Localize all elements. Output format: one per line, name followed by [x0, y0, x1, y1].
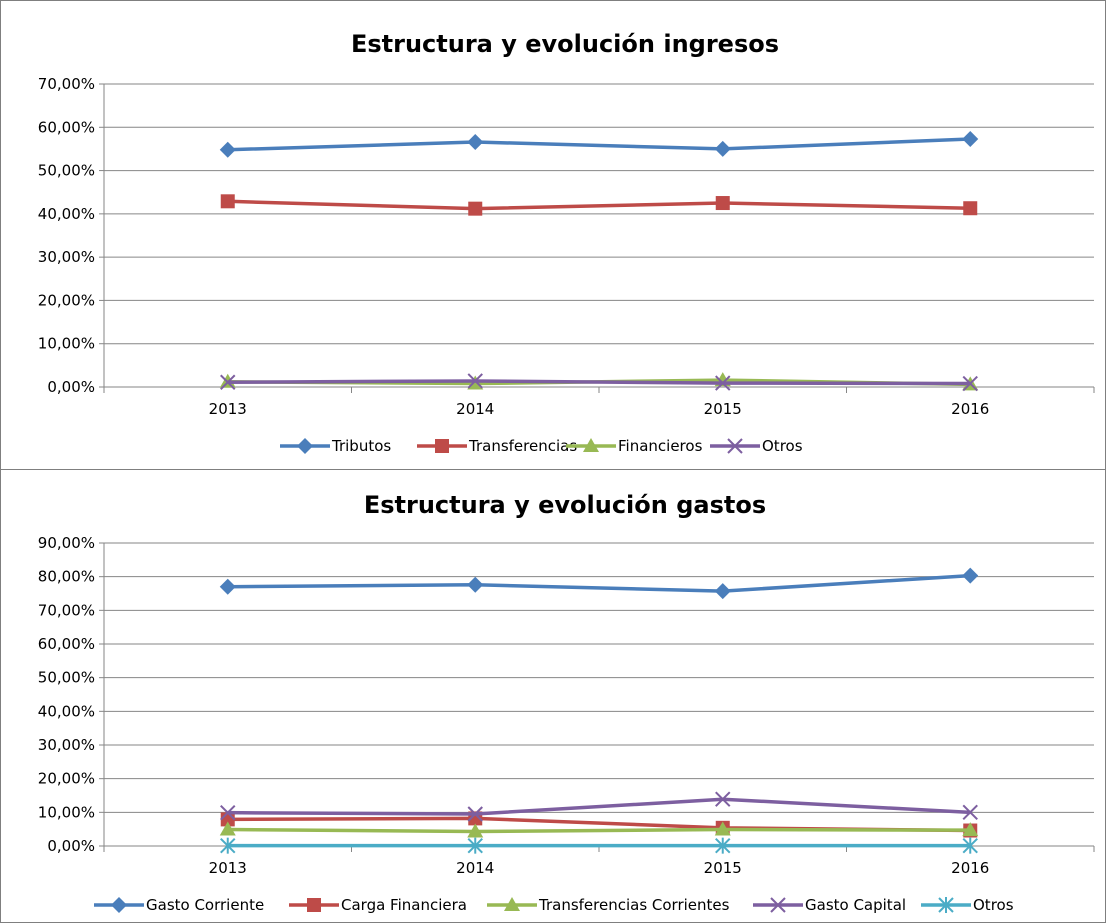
data-point	[467, 134, 484, 151]
data-point	[220, 374, 236, 390]
legend-label: Financieros	[618, 437, 703, 455]
legend-label: Carga Financiera	[341, 896, 467, 914]
data-point	[220, 837, 236, 854]
y-tick-label: 10,00%	[38, 803, 95, 821]
y-tick-label: 20,00%	[38, 291, 95, 309]
data-point	[962, 130, 979, 147]
legend-label: Gasto Corriente	[146, 896, 264, 914]
legend-marker	[504, 897, 520, 911]
x-tick-label: 2015	[704, 400, 742, 418]
data-point	[219, 578, 236, 595]
series-line	[227, 379, 971, 386]
data-point	[467, 576, 484, 593]
y-tick-label: 70,00%	[38, 75, 95, 93]
y-tick-label: 60,00%	[38, 635, 95, 653]
legend-marker	[297, 438, 313, 454]
y-tick-label: 50,00%	[38, 669, 95, 687]
data-point	[219, 821, 236, 836]
data-point	[467, 837, 483, 854]
data-point	[220, 804, 236, 821]
legend-label: Otros	[973, 896, 1014, 914]
legend-label: Tributos	[331, 437, 391, 455]
data-point	[467, 823, 484, 838]
series-line	[227, 573, 971, 593]
data-point	[715, 196, 730, 211]
y-tick-label: 40,00%	[38, 205, 95, 223]
chart-panel-gastos	[0, 469, 1106, 923]
series-line	[227, 827, 971, 834]
data-point	[715, 791, 731, 807]
legend-label: Gasto Capital	[805, 896, 906, 914]
data-point	[962, 822, 979, 837]
x-tick-label: 2013	[209, 400, 247, 418]
legend-gastos: Gasto Corriente Carga Financiera Transfere…	[94, 896, 1014, 914]
legend-label: Transferencias	[468, 437, 577, 455]
data-point	[715, 375, 731, 391]
y-tick-label: 50,00%	[38, 162, 95, 180]
legend-marker	[307, 898, 321, 912]
data-point	[962, 567, 979, 584]
data-point	[715, 837, 731, 854]
x-tick-label: 2016	[951, 859, 989, 877]
data-point	[962, 375, 978, 392]
legend-marker	[770, 897, 786, 913]
legend-marker	[435, 439, 449, 453]
y-tick-label: 60,00%	[38, 118, 95, 136]
data-point	[467, 806, 483, 822]
plot-area-gastos: 0,00% 10,00% 20,00% 30,00% 40,00% 50,00% 60,00…	[38, 534, 1095, 877]
x-tick-label: 2013	[209, 859, 247, 877]
x-tick-label: 2015	[704, 859, 742, 877]
y-tick-label: 30,00%	[38, 248, 95, 266]
y-tick-label: 90,00%	[38, 534, 95, 552]
series-line	[227, 797, 971, 816]
plot-area-ingresos: 0,00% 10,00% 20,00% 30,00% 40,00% 50,00% 60,00…	[38, 75, 1095, 418]
data-point	[962, 837, 978, 854]
x-tick-label: 2014	[456, 400, 494, 418]
y-tick-label: 70,00%	[38, 601, 95, 619]
legend-marker	[727, 438, 743, 454]
legend-label: Transferencias Corrientes	[538, 896, 730, 914]
data-point	[963, 201, 978, 216]
data-point	[219, 141, 236, 158]
chart-title-gastos: Estructura y evolución gastos	[364, 491, 766, 519]
data-point	[714, 583, 731, 600]
series-line	[227, 199, 971, 211]
y-tick-label: 0,00%	[47, 837, 95, 855]
data-point	[714, 821, 731, 836]
legend-marker	[111, 897, 127, 913]
y-tick-label: 20,00%	[38, 770, 95, 788]
legend-marker	[938, 897, 954, 913]
x-tick-label: 2014	[456, 859, 494, 877]
data-point	[467, 373, 483, 389]
chart-title-ingresos: Estructura y evolución ingresos	[351, 30, 779, 58]
y-tick-label: 40,00%	[38, 702, 95, 720]
y-tick-label: 30,00%	[38, 736, 95, 754]
y-tick-label: 0,00%	[47, 378, 95, 396]
data-point	[220, 194, 235, 209]
data-point	[962, 804, 978, 821]
y-tick-label: 10,00%	[38, 335, 95, 353]
x-tick-label: 2016	[951, 400, 989, 418]
legend-ingresos: Tributos Transferencias Financieros Otros	[280, 437, 803, 455]
legend-marker	[583, 438, 599, 452]
y-tick-label: 80,00%	[38, 568, 95, 586]
series-line	[227, 137, 971, 152]
data-point	[468, 201, 483, 216]
data-point	[714, 140, 731, 157]
legend-label: Otros	[762, 437, 803, 455]
chart-panel-ingresos	[0, 0, 1106, 470]
